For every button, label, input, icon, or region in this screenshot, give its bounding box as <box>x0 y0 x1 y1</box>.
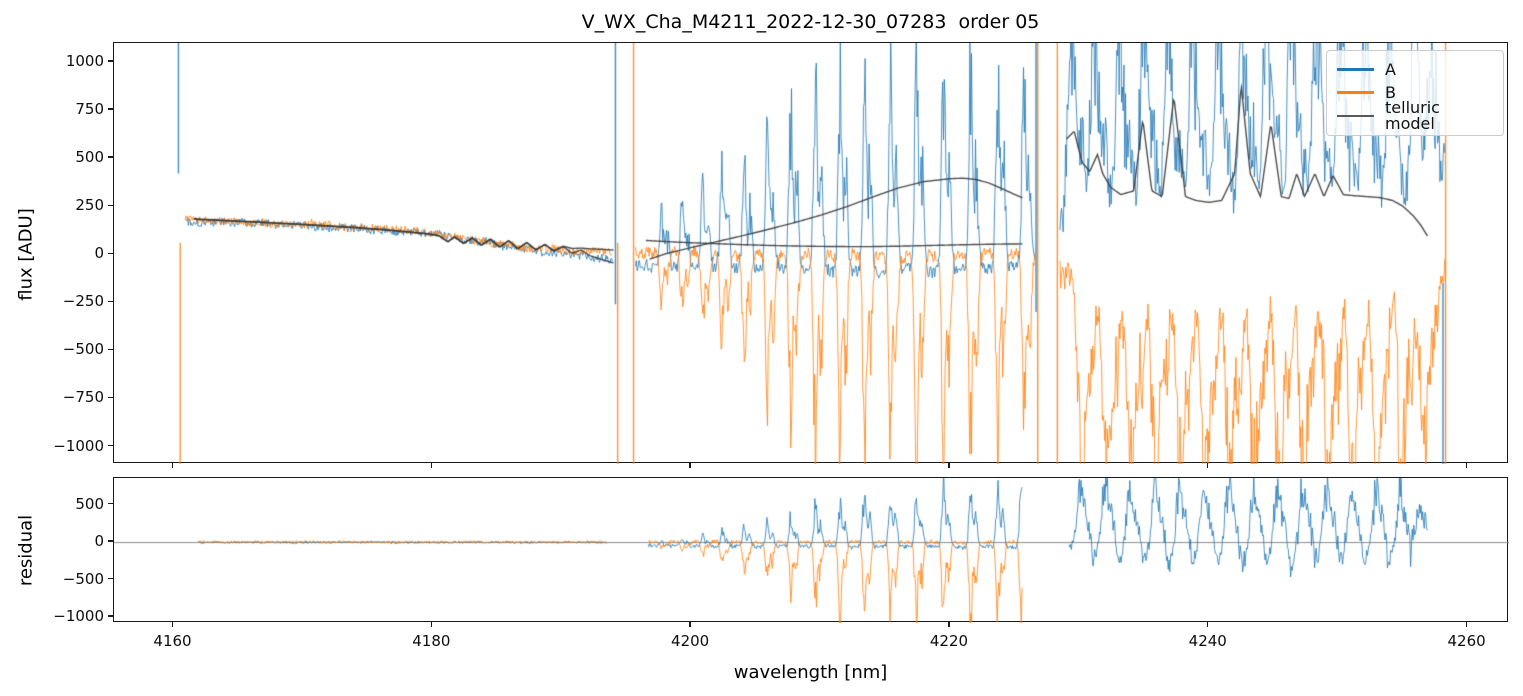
x-tick-mark <box>1207 622 1209 627</box>
y-tick-mark <box>108 108 113 110</box>
legend-line-swatch-A <box>1337 68 1374 71</box>
legend-label-telluric: telluric model <box>1385 98 1440 133</box>
y-tick-label: 0 <box>94 532 104 551</box>
x-tick-label: 4200 <box>671 632 710 650</box>
x-tick-mark <box>430 622 433 627</box>
x-tick-mark <box>689 622 691 627</box>
y-tick-mark <box>108 60 113 62</box>
residual-panel <box>113 477 1509 623</box>
legend-item-A: A <box>1337 58 1493 81</box>
x-tick-mark <box>430 463 433 468</box>
y-tick-label: −500 <box>62 340 104 359</box>
y-tick-label: 0 <box>94 244 104 263</box>
flux-panel: A B telluric model <box>113 42 1509 464</box>
y-tick-mark <box>108 577 113 580</box>
x-tick-mark <box>1465 622 1468 627</box>
x-tick-mark <box>689 463 691 468</box>
y-tick-label: 500 <box>75 494 104 513</box>
x-tick-mark <box>948 463 950 468</box>
x-tick-label: 4220 <box>929 632 969 650</box>
y-tick-mark <box>108 348 113 351</box>
y-tick-label: −500 <box>62 569 104 588</box>
y-tick-mark <box>108 540 113 542</box>
x-tick-label: 4160 <box>153 632 192 650</box>
x-tick-mark <box>1465 463 1468 468</box>
y-tick-mark <box>108 204 113 206</box>
y-tick-label: −750 <box>62 388 104 407</box>
y-tick-mark <box>108 502 113 505</box>
legend-line-swatch-telluric <box>1337 114 1374 118</box>
y-tick-label: 500 <box>75 148 104 167</box>
legend-line-swatch-B <box>1337 91 1374 94</box>
y-tick-label: −1000 <box>53 436 104 455</box>
plot-title: V_WX_Cha_M4211_2022-12-30_07283 order 05 <box>581 11 1040 33</box>
residual-plot-canvas <box>114 478 1509 623</box>
legend-label-A: A <box>1385 59 1396 79</box>
x-tick-label: 4240 <box>1188 632 1227 650</box>
y-tick-mark <box>108 615 113 617</box>
x-tick-label: 4260 <box>1447 632 1486 650</box>
y-tick-mark <box>108 396 113 399</box>
y-tick-label: 1000 <box>65 52 104 71</box>
y-tick-mark <box>108 156 113 158</box>
x-tick-mark <box>948 622 950 627</box>
y-tick-label: 250 <box>75 196 104 215</box>
x-tick-mark <box>1207 463 1209 468</box>
legend-item-B: B <box>1337 81 1493 104</box>
x-tick-mark <box>171 463 174 468</box>
y-tick-mark <box>108 300 113 303</box>
y-tick-label: 750 <box>75 100 104 119</box>
flux-plot-canvas <box>114 43 1509 464</box>
legend-label-B: B <box>1385 82 1396 102</box>
x-tick-label: 4180 <box>412 632 451 650</box>
y-tick-mark <box>108 252 113 254</box>
wavelength-axis-label: wavelength [nm] <box>733 662 888 683</box>
y-tick-mark <box>108 444 113 447</box>
x-tick-mark <box>171 622 174 627</box>
legend-item-telluric-model: telluric model <box>1337 100 1493 132</box>
y-tick-label: −1000 <box>53 607 104 625</box>
y-tick-label: −250 <box>62 292 104 311</box>
legend: A B telluric model <box>1326 50 1504 136</box>
